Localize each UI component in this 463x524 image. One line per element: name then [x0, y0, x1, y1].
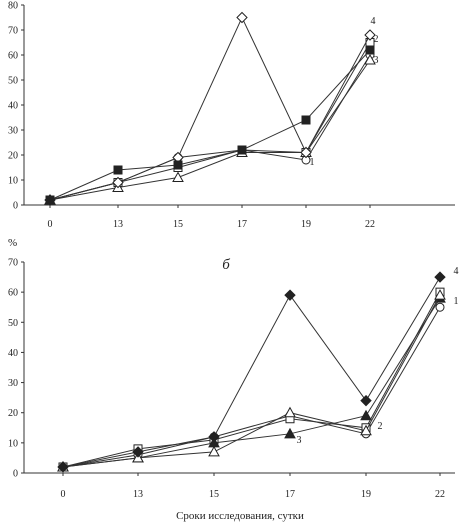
panel-b-series-label-3: 3 [297, 435, 302, 446]
panel-a-series-3-point-4 [300, 146, 312, 159]
panel-a-series-4-point-0 [45, 195, 55, 205]
panel-b-y-tick-label: 60 [8, 288, 18, 299]
panel-a-y-tick-label: 30 [8, 126, 18, 137]
panel-a-series-0-line [49, 54, 371, 201]
panel-a-y-tick-label: 10 [8, 176, 18, 187]
panel-b-y-tick-label: 20 [8, 408, 18, 419]
panel-a-series-2-point-5 [364, 53, 376, 65]
panel-a-chart: 0 10 20 30 40 50 60 70 80 0 13 15 17 19 22 1 2 3 4 [8, 1, 455, 230]
panel-b-x-tick-label: 22 [435, 489, 445, 500]
panel-b-ylabel: % [8, 237, 17, 249]
panel-a-series-4-point-4 [301, 115, 311, 125]
panel-a-x-tick-label: 0 [48, 219, 53, 230]
panel-a-y-tick-label: 80 [8, 1, 18, 12]
panel-b-x-tick-label: 19 [361, 489, 371, 500]
panel-a-y-tick-label: 20 [8, 151, 18, 162]
panel-b-series-label-1: 1 [454, 296, 459, 307]
panel-a-series-3-line [49, 16, 371, 201]
panel-b-series-2-line [62, 297, 441, 468]
panel-b-y-tick-label: 10 [8, 438, 18, 449]
panel-b-y-tick-label: 70 [8, 258, 18, 269]
panel-b-y-tick-label: 40 [8, 348, 18, 359]
panel-b-series-label-2: 2 [378, 421, 383, 432]
panel-b-series-0-point-5 [435, 302, 445, 312]
panel-b-series-4-line [62, 276, 441, 468]
panel-b-y-tick-label: 0 [13, 469, 18, 480]
panel-b-series-3-point-4 [360, 424, 372, 436]
panel-a-series-1-line [49, 42, 371, 201]
panel-a-series-3-point-1 [112, 176, 124, 189]
panel-a-series-4-line [49, 49, 371, 201]
panel-a-series-4-point-2 [173, 160, 183, 170]
panel-b-series-4-point-4 [360, 394, 372, 407]
panel-a-series-label-3: 3 [374, 55, 379, 66]
panel-a-series-label-4: 4 [371, 16, 376, 27]
panel-a-y-tick-label: 0 [13, 201, 18, 212]
panel-a-x-tick-label: 17 [237, 219, 247, 230]
panel-a-series-2-line [49, 59, 371, 201]
panel-a-x-tick-label: 22 [365, 219, 375, 230]
panel-b-series-3-line [62, 294, 441, 468]
panel-a-series-4-point-1 [113, 165, 123, 175]
panel-b-series-2-point-3 [284, 427, 296, 439]
panel-b-series-4-point-3 [284, 289, 296, 301]
panel-b-y-tick-label: 50 [8, 318, 18, 329]
panel-b-x-tick-label: 13 [133, 489, 143, 500]
panel-b-x-tick-label: 17 [285, 489, 295, 500]
panel-b-series-1-line [62, 291, 441, 468]
panel-b-y-tick-label: 30 [8, 378, 18, 389]
panel-a-series-label-1: 1 [310, 157, 315, 168]
panel-a-x-tick-label: 19 [301, 219, 311, 230]
panel-b-series-3-point-2 [208, 445, 220, 457]
panel-a-x-tick-label: 15 [173, 219, 183, 230]
panel-a-series-2-point-2 [172, 171, 184, 182]
panel-b-series-2-point-4 [360, 409, 372, 421]
panel-b-series-4-point-1 [132, 446, 144, 458]
panel-a-series-3-point-5 [364, 29, 376, 41]
panel-a-series-4-point-5 [365, 45, 375, 55]
panel-a-y-tick-label: 50 [8, 76, 18, 87]
panel-a-series-3-point-3 [236, 11, 248, 24]
panel-a-series-4-point-3 [237, 145, 247, 155]
panel-a-y-tick-label: 70 [8, 26, 18, 37]
panel-b-series-0-line [62, 306, 441, 468]
x-axis-label: Сроки исследования, сутки [176, 510, 304, 522]
panel-b-x-tick-label: 0 [61, 489, 66, 500]
panel-b-series-4-point-5 [434, 271, 446, 283]
panel-b-series-4-point-0 [57, 461, 69, 473]
panel-a-x-tick-label: 13 [113, 219, 123, 230]
panel-b-chart: 0 10 20 30 40 50 60 70 0 13 15 17 19 22 1 2 3 4 [8, 258, 459, 501]
panel-a-y-tick-label: 40 [8, 101, 18, 112]
panel-a-series-label-2: 2 [374, 34, 379, 45]
panel-b-series-label-4: 4 [454, 266, 459, 277]
panel-b-series-3-point-3 [284, 406, 296, 418]
panel-b-letter: б [222, 257, 230, 273]
panel-b-series-4-point-2 [208, 431, 220, 443]
panel-a-y-tick-label: 60 [8, 51, 18, 62]
panel-b-series-3-point-5 [434, 289, 446, 300]
panel-b-x-tick-label: 15 [209, 489, 219, 500]
